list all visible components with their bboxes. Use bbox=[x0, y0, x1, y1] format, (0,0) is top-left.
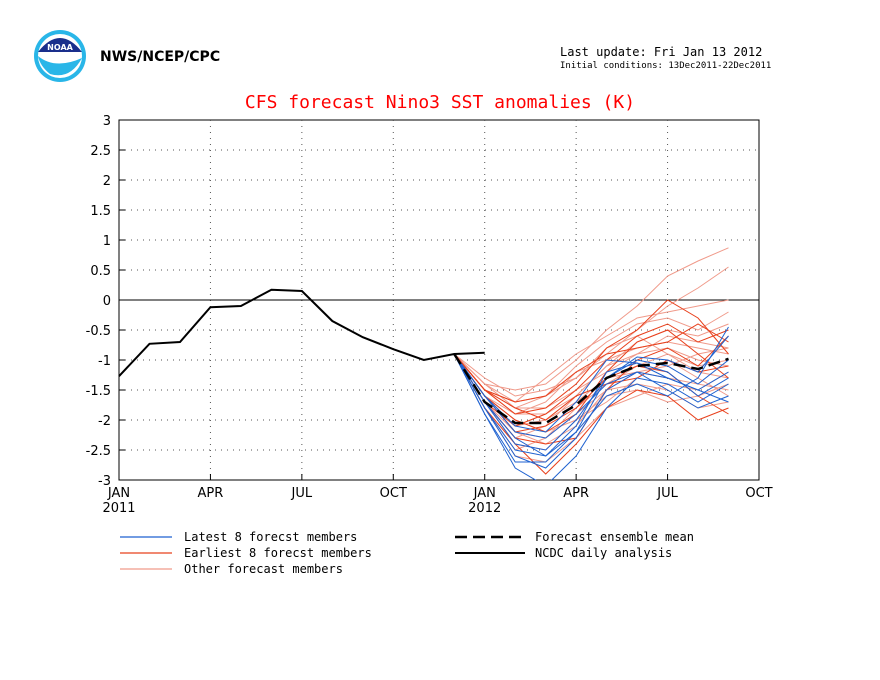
y-tick-label: 1.5 bbox=[90, 204, 111, 219]
legend-label-mean: Forecast ensemble mean bbox=[535, 530, 694, 544]
y-tick-label: 0.5 bbox=[90, 264, 111, 279]
other-member-line bbox=[453, 266, 729, 397]
chart-title: CFS forecast Nino3 SST anomalies (K) bbox=[245, 92, 635, 113]
y-tick-label: 2 bbox=[103, 174, 111, 189]
latest-member-line bbox=[453, 353, 729, 480]
earliest-member-line bbox=[453, 299, 729, 415]
legend-label-latest: Latest 8 forecst members bbox=[184, 530, 357, 544]
legend-label-other: Other forecast members bbox=[184, 562, 343, 576]
y-tick-label: -2 bbox=[98, 414, 111, 429]
y-tick-label: 3 bbox=[103, 114, 111, 129]
x-tick-label: APR bbox=[198, 486, 224, 501]
earliest-member-line bbox=[453, 353, 729, 475]
y-tick-label: -1 bbox=[98, 354, 111, 369]
x-tick-label: OCT bbox=[745, 486, 772, 501]
other-member-line bbox=[453, 299, 729, 403]
y-tick-label: -1.5 bbox=[86, 384, 111, 399]
y-tick-label: 0 bbox=[103, 294, 111, 309]
x-tick-year-label: 2011 bbox=[102, 501, 135, 516]
y-tick-label: 2.5 bbox=[90, 144, 111, 159]
y-tick-label: -2.5 bbox=[86, 444, 111, 459]
y-tick-label: 1 bbox=[103, 234, 111, 249]
ensemble-mean-series bbox=[453, 353, 729, 425]
noaa-logo: NOAA bbox=[34, 30, 86, 82]
x-tick-label: OCT bbox=[380, 486, 407, 501]
x-tick-label: JAN bbox=[473, 486, 496, 501]
x-tick-label: APR bbox=[563, 486, 589, 501]
org-label: NWS/NCEP/CPC bbox=[100, 49, 220, 65]
y-tick-label: -0.5 bbox=[86, 324, 111, 339]
legend: Latest 8 forecst members Earliest 8 fore… bbox=[120, 530, 694, 576]
last-update-text: Last update: Fri Jan 13 2012 bbox=[560, 45, 762, 59]
logo-text: NOAA bbox=[47, 43, 73, 52]
y-tick-label: -3 bbox=[98, 474, 111, 489]
x-tick-label: JUL bbox=[291, 486, 313, 501]
legend-label-ncdc: NCDC daily analysis bbox=[535, 546, 672, 560]
x-tick-label: JAN bbox=[107, 486, 130, 501]
x-tick-year-label: 2012 bbox=[468, 501, 501, 516]
latest-member-line bbox=[453, 326, 729, 457]
plot-area: 32.521.510.50-0.5-1-1.5-2-2.5-3 JAN2011A… bbox=[86, 114, 773, 516]
other-member-line bbox=[453, 247, 729, 391]
y-axis-ticks: 3 2.5 2 1.5 1 0.5 0 -0.5 -1 -1.5 -2 -2.5 -3 bbox=[86, 114, 125, 489]
initial-conditions-text: Initial conditions: 13Dec2011-22Dec2011 bbox=[560, 61, 771, 71]
x-tick-label: JUL bbox=[656, 486, 678, 501]
ncdc-analysis-line bbox=[118, 288, 485, 377]
latest-members-series bbox=[453, 326, 729, 480]
other-member-line bbox=[453, 353, 729, 439]
ncdc-analysis-series bbox=[118, 288, 485, 377]
legend-label-earliest: Earliest 8 forecst members bbox=[184, 546, 372, 560]
ensemble-mean-line bbox=[453, 353, 729, 425]
